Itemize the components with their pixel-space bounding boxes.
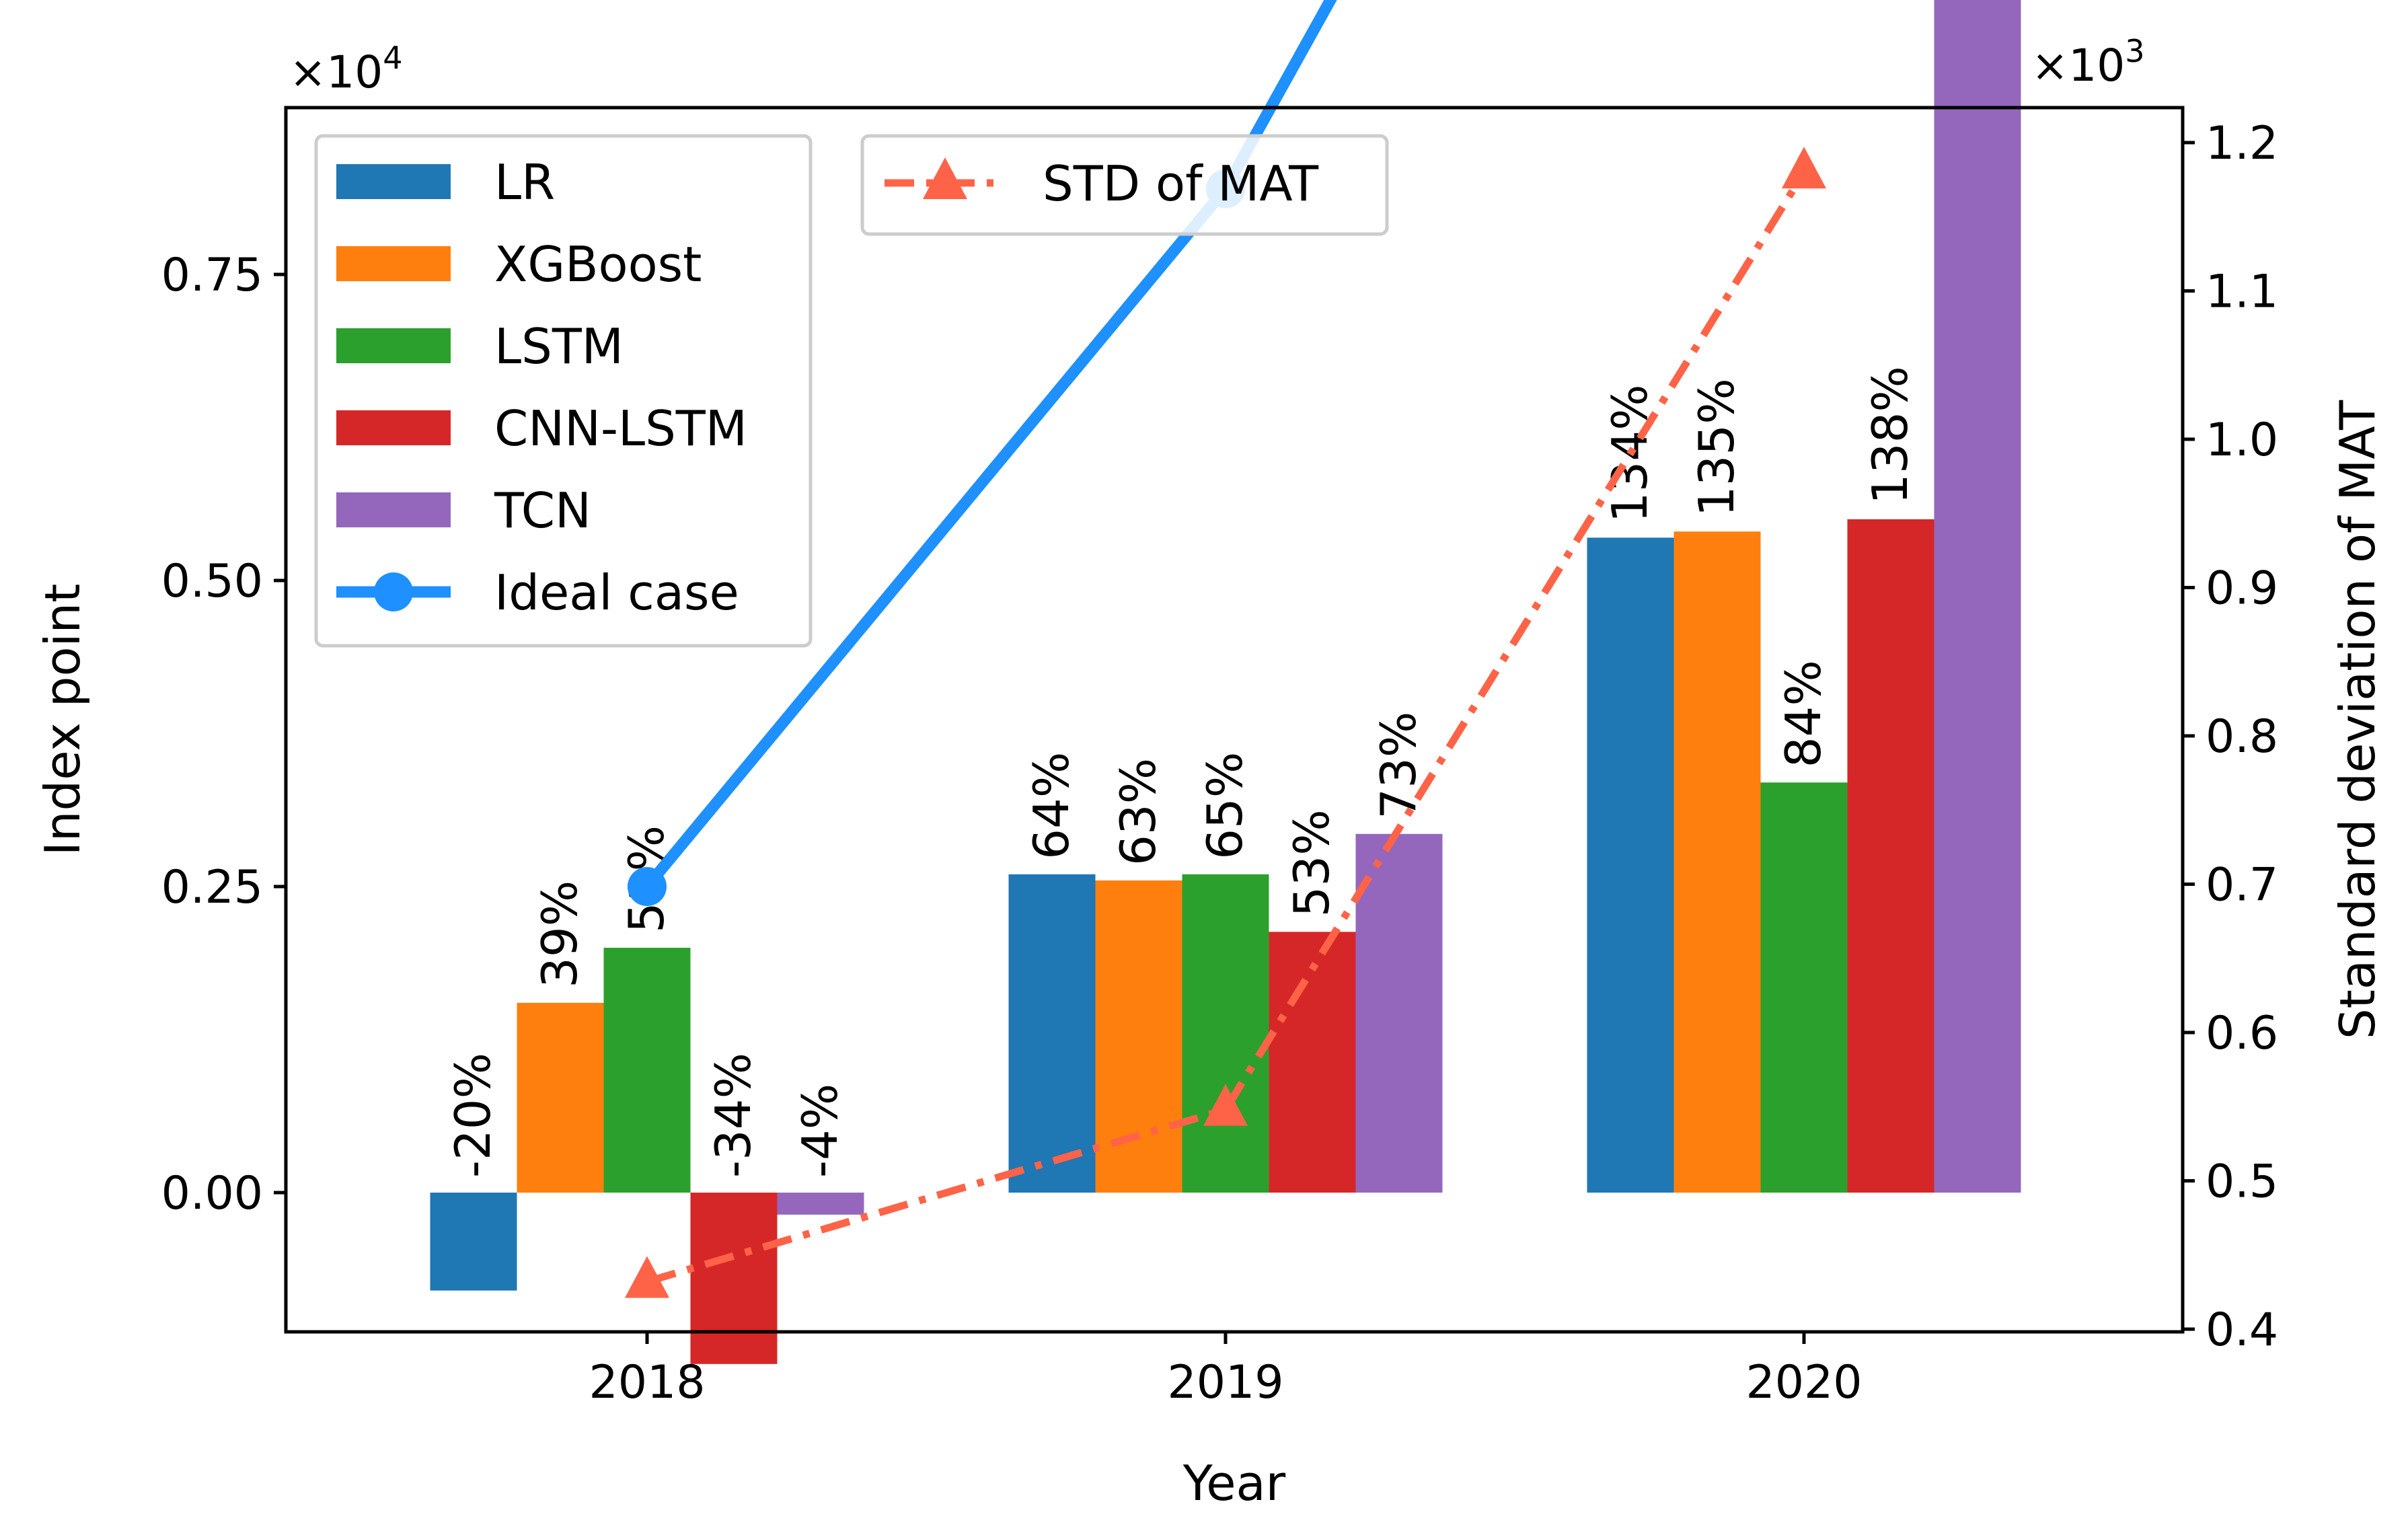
legend-swatch-lstm [336,328,451,363]
bar-label-cnn-lstm-2018: -34% [705,1053,761,1178]
y-multiplier: ×104 [289,40,403,98]
y2-multiplier: ×103 [2031,33,2145,91]
bar-label-lstm-2020: 84% [1775,660,1832,767]
bar-label-tcn-2018: -4% [792,1084,848,1178]
y2-tick-label: 0.8 [2206,710,2278,763]
y2-tick-label: 0.9 [2206,562,2278,615]
x-tick-label: 2018 [589,1356,705,1409]
legend-swatch-cnn-lstm [336,410,451,445]
bar-label-tcn-2019: 73% [1370,712,1427,819]
x-tick-label: 2019 [1167,1356,1283,1409]
legend-label-cnn-lstm: CNN-LSTM [494,400,747,457]
legend-swatch-xgboost [336,246,451,281]
y2-tick-label: 0.5 [2206,1156,2278,1209]
legend-label-std-of-mat: STD of MAT [1043,155,1319,212]
legend-label-lstm: LSTM [494,318,624,375]
bar-lstm-2019 [1182,874,1269,1193]
std-of-mat-point-2020 [1782,147,1826,189]
bar-cnn-lstm-2020 [1847,519,1934,1193]
bar-labels: -20%64%134%39%63%135%51%65%84%-34%53%138… [445,366,1918,1178]
y-axis-title: Index point [34,584,91,856]
legend-label-ideal-case: Ideal case [494,564,739,621]
bar-label-xgboost-2018: 39% [531,880,588,988]
bar-cnn-lstm-2018 [690,1193,778,1364]
bar-label-cnn-lstm-2020: 138% [1862,366,1918,504]
legend-std: STD of MAT [860,134,1389,236]
legend-swatch-lr [336,164,451,199]
y-tick-label: 0.25 [161,861,263,914]
bars [430,0,2021,1364]
left-axis: 0.000.250.500.751.001.251.501.75 [161,249,286,1220]
y2-tick-label: 1.0 [2206,414,2278,467]
std-of-mat-line [646,170,1807,1285]
bar-lstm-2018 [603,948,691,1193]
bar-lr-2018 [430,1193,517,1291]
y-tick-label: 0.00 [161,1167,263,1220]
bar-cnn-lstm-2019 [1269,932,1356,1193]
y2-tick-label: 1.2 [2206,117,2278,170]
y2-tick-label: 0.7 [2206,859,2278,912]
plot-frame [284,106,2185,1334]
ideal-case-point-2018 [628,867,667,906]
bar-lr-2020 [1587,537,1674,1193]
x-tick-label: 2020 [1745,1356,1862,1409]
y-tick-label: 0.75 [161,249,263,302]
bar-label-lr-2019: 64% [1023,752,1080,860]
legend-std-frame [860,134,1389,236]
y2-tick-label: 0.6 [2206,1007,2278,1060]
legend-label-lr: LR [494,154,555,211]
legend-swatch-ideal-case-marker [374,572,413,611]
bar-xgboost-2018 [517,1002,604,1193]
right-axis: 0.4 0.5 0.6 0.7 0.8 0.9 1.0 1.1 1.2 [2183,117,2278,1357]
bar-tcn-2020 [1934,0,2021,1193]
bar-xgboost-2019 [1095,880,1182,1193]
bar-label-xgboost-2020: 135% [1688,378,1745,517]
legend-swatch-tcn [336,492,451,527]
bar-label-cnn-lstm-2019: 53% [1283,809,1340,917]
legend-label-xgboost: XGBoost [494,236,702,293]
y2-axis-title: Standard deviation of MAT [2329,400,2386,1039]
x-axis-title: Year [1182,1455,1286,1511]
bar-label-xgboost-2019: 63% [1110,758,1166,866]
y-tick-label: 0.50 [161,555,263,608]
bar-tcn-2018 [777,1193,864,1215]
std-of-mat-point-2019 [1203,1084,1248,1126]
legend-label-tcn: TCN [494,482,591,539]
x-axis: 2018 2019 2020 [589,1332,1863,1409]
bar-lr-2019 [1008,874,1096,1193]
y2-tick-label: 0.4 [2206,1304,2278,1357]
legend-main: LR XGBoost LSTM CNN-LSTM TCN Ideal case [314,134,813,648]
std-of-mat-point-2018 [625,1256,669,1298]
legend-swatch-std-marker [923,157,967,199]
y2-tick-label: 1.1 [2206,266,2278,319]
bar-lstm-2020 [1760,782,1848,1193]
bar-label-lstm-2019: 65% [1197,752,1253,860]
bar-xgboost-2020 [1673,531,1761,1193]
bar-label-lr-2018: -20% [445,1053,501,1178]
bar-tcn-2019 [1355,833,1443,1193]
